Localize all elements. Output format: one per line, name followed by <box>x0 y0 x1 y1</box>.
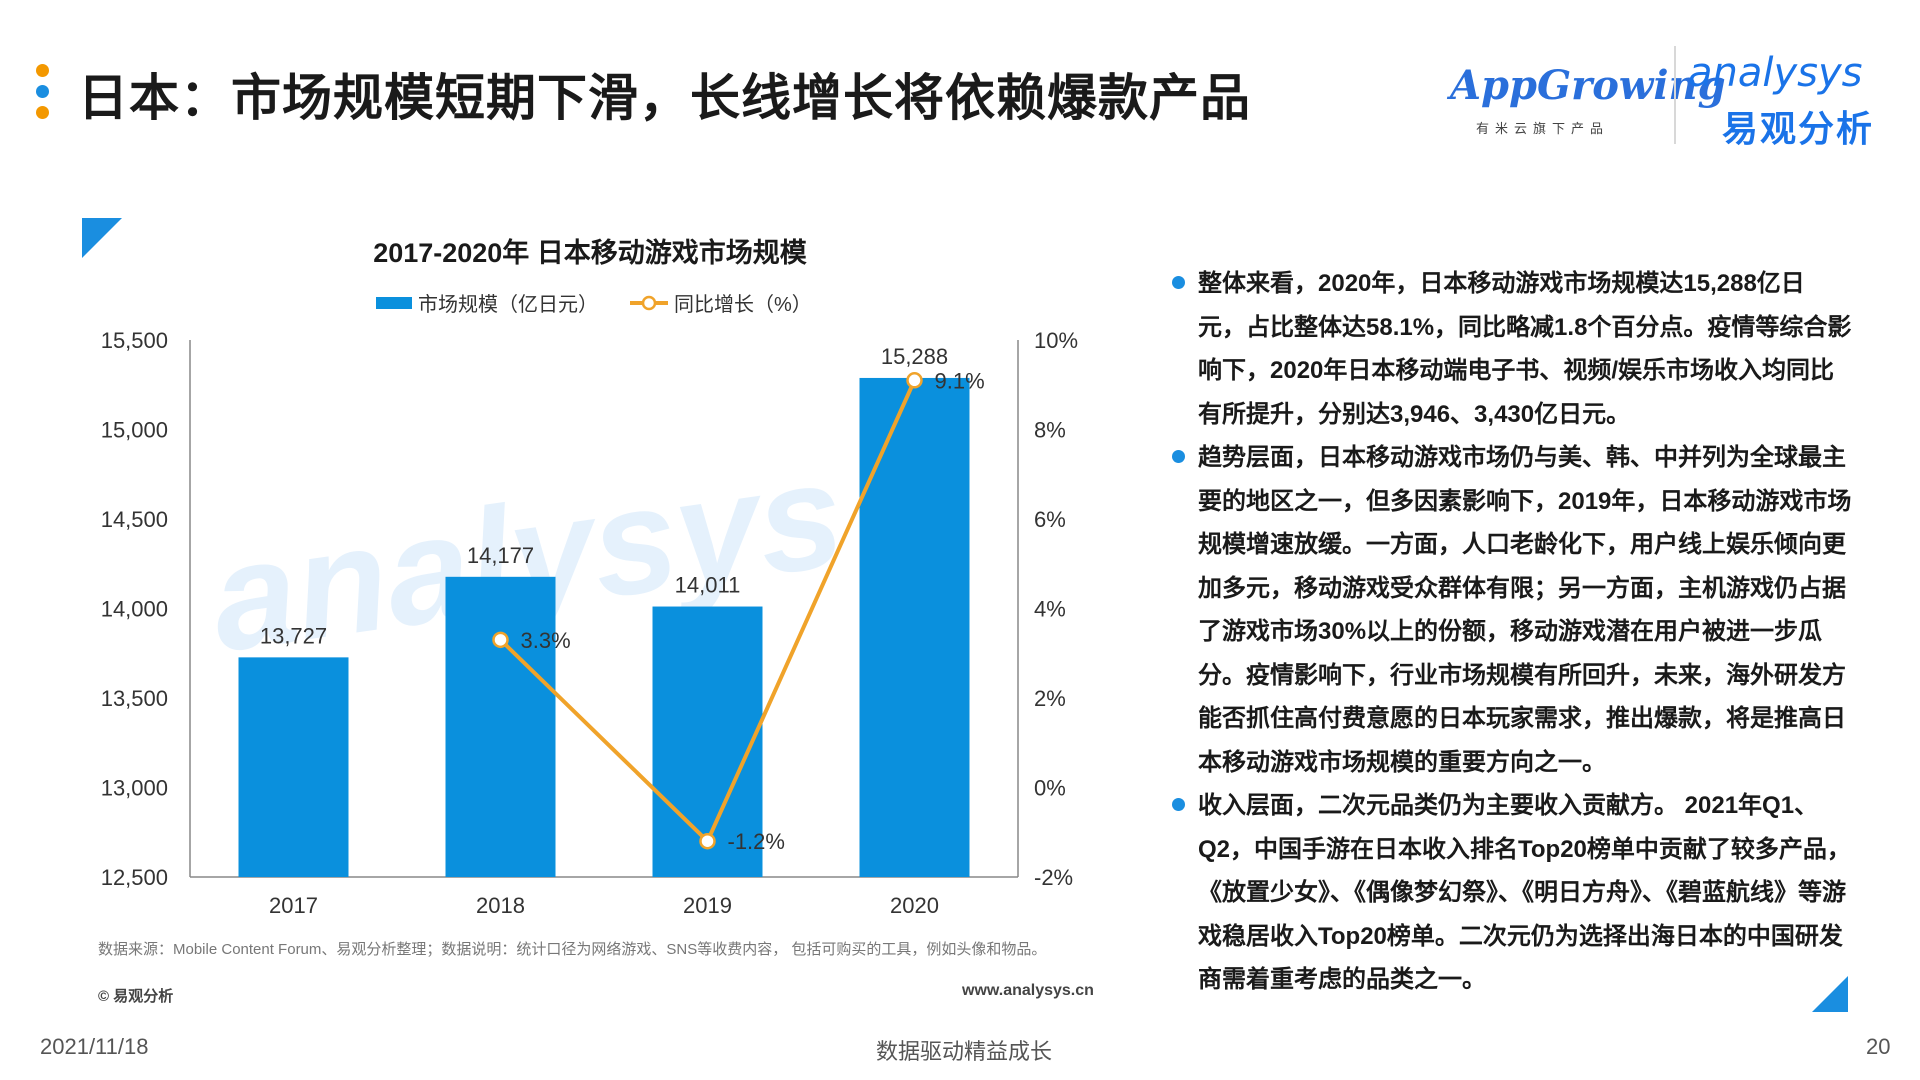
growth-point-2020 <box>906 372 923 389</box>
y-right-tick-label: 2% <box>1034 686 1066 711</box>
bar-value-label: 14,177 <box>467 543 534 568</box>
legend-line-marker <box>641 295 657 311</box>
bullet-item: 收入层面，二次元品类仍为主要收入贡献方。 2021年Q1、Q2，中国手游在日本收… <box>1172 784 1852 1002</box>
dot-1 <box>36 64 49 77</box>
bullet-dot <box>1172 450 1185 463</box>
page-title: 日本：市场规模短期下滑，长线增长将依赖爆款产品 <box>78 70 1251 126</box>
y-left-tick-label: 15,500 <box>101 328 168 353</box>
y-right-tick-label: -2% <box>1034 865 1073 890</box>
legend-bar-label: 市场规模（亿日元） <box>418 293 598 316</box>
bullet-text: 趋势层面，日本移动游戏市场仍与美、韩、中并列为全球最主要的地区之一，但多因素影响… <box>1198 444 1852 776</box>
bullet-item: 趋势层面，日本移动游戏市场仍与美、韩、中并列为全球最主要的地区之一，但多因素影响… <box>1172 436 1852 784</box>
bar-value-label: 14,011 <box>675 573 741 598</box>
bullet-dot <box>1172 276 1185 289</box>
y-right-tick-label: 4% <box>1034 597 1066 622</box>
bullet-dot <box>1172 798 1185 811</box>
y-left-tick-label: 13,500 <box>101 686 168 711</box>
legend-line-label: 同比增长（%） <box>674 293 812 316</box>
bullet-item: 整体来看，2020年，日本移动游戏市场规模达15,288亿日元，占比整体达58.… <box>1172 262 1852 436</box>
y-left-tick-label: 14,500 <box>101 507 168 532</box>
chart-title: 2017-2020年 日本移动游戏市场规模 <box>373 237 807 268</box>
bar-2019 <box>652 606 763 877</box>
appgrowing-subtitle: 有米云旗下产品 <box>1476 121 1610 136</box>
footer-date: 2021/11/18 <box>40 1034 149 1059</box>
bar-2017 <box>238 657 349 877</box>
growth-value-label: -1.2% <box>728 829 785 854</box>
chart-legend: 市场规模（亿日元） 同比增长（%） <box>376 293 812 316</box>
source-note: 数据来源：Mobile Content Forum、易观分析整理；数据说明：统计… <box>98 941 1047 958</box>
chart-growth-line: 3.3% -1.2% 9.1% <box>492 368 985 854</box>
bar-2018 <box>445 576 556 877</box>
y-left-tick-label: 14,000 <box>101 597 168 622</box>
logo-divider <box>1674 46 1676 144</box>
y-left-tick-label: 13,000 <box>101 776 168 801</box>
bullet-text: 整体来看，2020年，日本移动游戏市场规模达15,288亿日元，占比整体达58.… <box>1198 270 1852 428</box>
y-right-tick-label: 10% <box>1034 328 1078 353</box>
dot-3 <box>36 106 49 119</box>
bar-2020 <box>859 377 970 877</box>
growth-point-2018 <box>492 631 509 649</box>
market-size-chart: 2017-2020年 日本移动游戏市场规模 市场规模（亿日元） 同比增长（%） 1… <box>101 237 1078 918</box>
bar-value-label: 15,288 <box>881 344 948 369</box>
analysys-logo-cn: 易观分析 <box>1722 108 1875 149</box>
growth-value-label: 3.3% <box>521 628 571 653</box>
y-right-tick-label: 8% <box>1034 418 1066 443</box>
page-number: 20 <box>1866 1034 1891 1059</box>
bullet-text: 收入层面，二次元品类仍为主要收入贡献方。 2021年Q1、Q2，中国手游在日本收… <box>1198 792 1851 993</box>
y-left-tick-label: 15,000 <box>101 418 168 443</box>
x-tick-label: 2018 <box>476 893 525 918</box>
x-tick-label: 2020 <box>890 893 939 918</box>
y-right-tick-label: 6% <box>1034 507 1066 532</box>
legend-bar-swatch <box>376 297 412 309</box>
copyright: © 易观分析 <box>98 988 174 1005</box>
title-decoration-dots <box>36 64 50 127</box>
logo-area: AppGrowing 有米云旗下产品 analysys 易观分析 <box>1440 40 1900 150</box>
chart-bars: 13,727 14,177 14,011 15,288 <box>238 344 970 877</box>
y-right-tick-label: 0% <box>1034 776 1066 801</box>
bar-value-label: 13,727 <box>260 623 327 648</box>
website-link[interactable]: www.analysys.cn <box>962 982 1094 999</box>
footer-slogan: 数据驱动精益成长 <box>876 1039 1053 1064</box>
dot-2 <box>36 85 49 98</box>
corner-triangle-bottom-right <box>1812 976 1848 1012</box>
x-tick-label: 2017 <box>269 893 318 918</box>
analysys-logo: analysys <box>1688 50 1863 96</box>
y-left-tick-label: 12,500 <box>101 865 168 890</box>
growth-point-2019 <box>699 832 716 850</box>
growth-value-label: 9.1% <box>935 368 985 393</box>
x-tick-label: 2019 <box>683 893 732 918</box>
corner-triangle-top-left <box>82 218 122 258</box>
analysis-bullets: 整体来看，2020年，日本移动游戏市场规模达15,288亿日元，占比整体达58.… <box>1172 262 1852 1002</box>
appgrowing-logo: AppGrowing <box>1450 62 1726 109</box>
